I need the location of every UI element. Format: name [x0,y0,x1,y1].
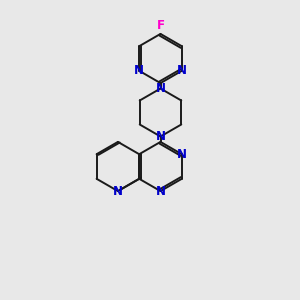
Text: N: N [155,130,166,143]
Text: N: N [155,82,166,95]
Text: N: N [177,64,187,77]
Text: N: N [155,184,166,198]
Text: N: N [134,64,144,77]
Text: N: N [113,184,123,198]
Text: N: N [177,148,187,161]
Text: F: F [157,19,164,32]
